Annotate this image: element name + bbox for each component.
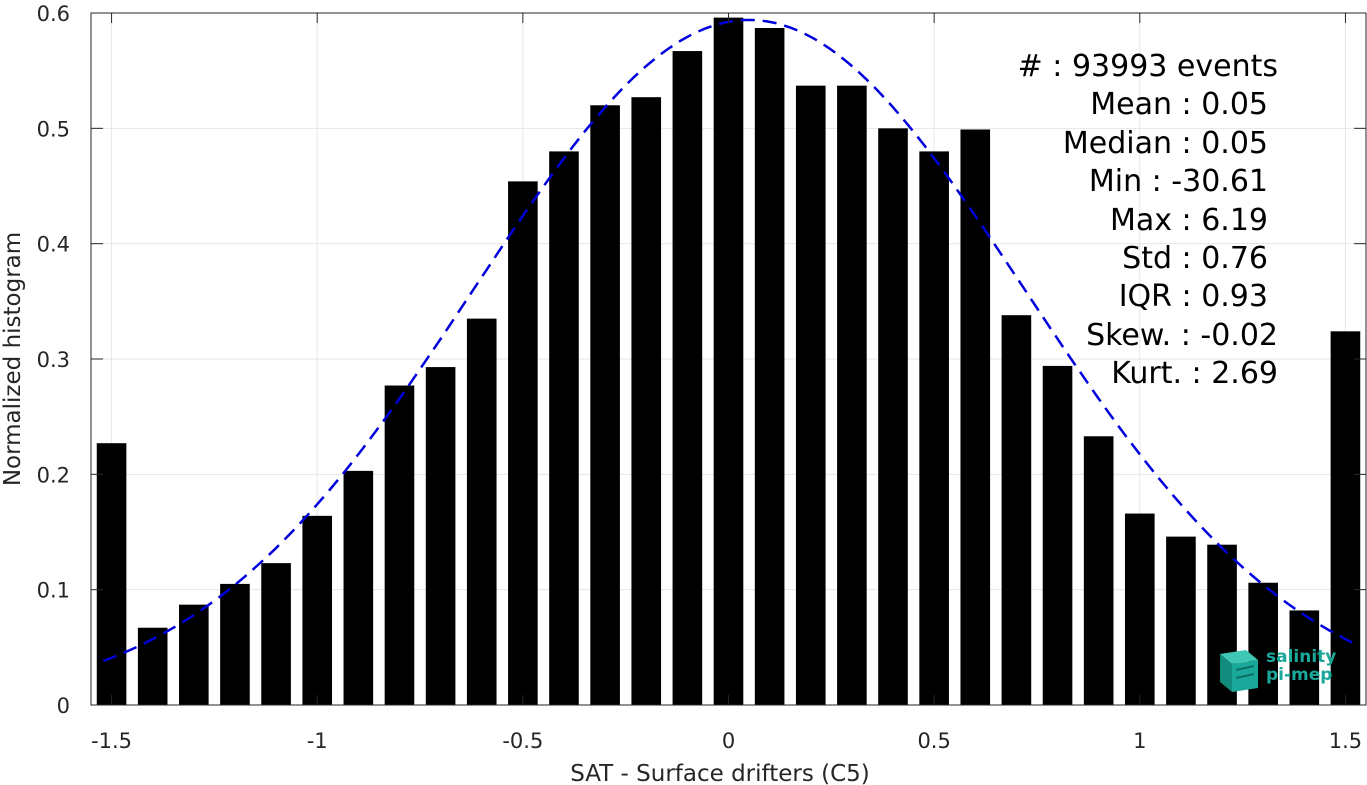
histogram-bar: [1330, 331, 1361, 705]
y-tick-label: 0.2: [37, 463, 70, 487]
logo-cube-icon: [1220, 650, 1258, 692]
x-axis-label: SAT - Surface drifters (C5): [570, 761, 870, 785]
histogram-bar: [137, 627, 168, 705]
histogram-bar: [713, 17, 744, 705]
histogram-bar: [425, 367, 456, 705]
stat-min: Min : -30.61: [1088, 164, 1268, 200]
stat-std: Std : 0.76: [1122, 241, 1268, 277]
y-tick-labels: 0 0.1 0.2 0.3 0.4 0.5 0.6: [37, 2, 70, 718]
histogram-bar: [1124, 513, 1155, 705]
y-tick-label: 0.3: [37, 348, 70, 372]
bars: [96, 17, 1361, 706]
histogram-bar: [302, 515, 333, 705]
histogram-bar: [508, 181, 538, 706]
histogram-bar: [1001, 315, 1032, 705]
histogram-bar: [919, 151, 949, 705]
histogram-bar: [631, 97, 662, 705]
histogram-bar: [96, 443, 127, 705]
stat-mean: Mean : 0.05: [1090, 87, 1268, 123]
x-tick-label: 0: [722, 729, 735, 753]
stat-max: Max : 6.19: [1110, 202, 1268, 238]
y-tick-label: 0.5: [37, 117, 70, 141]
logo-line-1: salinity: [1266, 647, 1337, 667]
histogram-bar: [466, 318, 497, 705]
y-tick-label: 0.6: [37, 2, 70, 26]
histogram-bar: [878, 128, 908, 706]
logo-text: salinity pi-mep: [1266, 648, 1336, 684]
x-tick-label: -1: [307, 729, 328, 753]
x-tick-label: 0.5: [917, 729, 950, 753]
statistics-annotation: # : 93993 events Mean : 0.05 Median : 0.…: [1018, 48, 1278, 394]
stat-kurt: Kurt. : 2.69: [1111, 356, 1278, 392]
histogram-bar: [1042, 365, 1073, 705]
histogram-bar: [1083, 436, 1114, 705]
logo-line-2: pi-mep: [1266, 665, 1333, 685]
x-tick-label: 1: [1133, 729, 1146, 753]
x-tick-label: 1.5: [1329, 729, 1362, 753]
y-tick-label: 0: [57, 694, 70, 718]
histogram-bar: [220, 583, 250, 705]
salinity-pimep-logo: salinity pi-mep: [1216, 648, 1346, 694]
y-tick-label: 0.4: [37, 233, 70, 257]
histogram-bar: [179, 604, 209, 705]
stat-skew: Skew. : -0.02: [1086, 317, 1278, 353]
histogram-bar: [960, 129, 991, 705]
histogram-bar: [672, 51, 703, 706]
histogram-bar: [261, 563, 291, 705]
y-axis-label: Normalized histogram: [0, 232, 26, 486]
x-tick-label: -1.5: [91, 729, 132, 753]
tick-marks: [91, 12, 1366, 706]
histogram-bar: [837, 85, 867, 705]
x-tick-labels: -1.5 -1 -0.5 0 0.5 1 1.5: [91, 729, 1362, 753]
histogram-bar: [384, 385, 415, 705]
histogram-bar: [590, 105, 620, 706]
x-tick-label: -0.5: [502, 729, 543, 753]
y-tick-label: 0.1: [37, 579, 70, 603]
histogram-bar: [754, 27, 785, 705]
stat-median: Median : 0.05: [1062, 125, 1268, 161]
histogram-bar: [549, 151, 579, 705]
histogram-bar: [1166, 536, 1196, 705]
histogram-bar: [343, 470, 374, 705]
stat-iqr: IQR : 0.93: [1118, 279, 1268, 315]
histogram-bar: [795, 85, 826, 705]
stat-events: # : 93993 events: [1017, 49, 1278, 84]
histogram-bar: [1289, 610, 1320, 705]
